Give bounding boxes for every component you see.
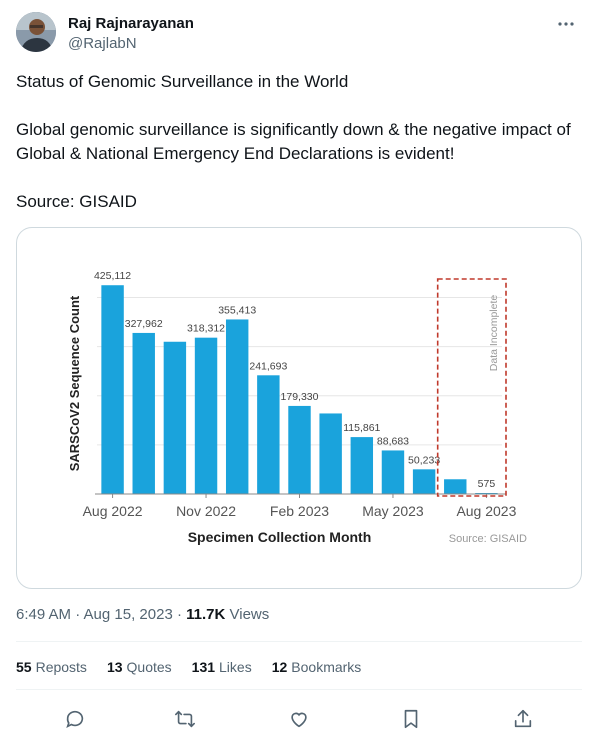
reply-icon[interactable]	[60, 704, 90, 734]
x-tick-label: Feb 2023	[270, 503, 329, 519]
engagement-stats: 55 Reposts 13 Quotes 131 Likes 12 Bookmarks	[16, 659, 361, 675]
bookmark-icon[interactable]	[396, 704, 426, 734]
data-label: 115,861	[343, 422, 380, 434]
data-label: 241,693	[249, 360, 287, 372]
divider	[16, 689, 582, 690]
bar	[132, 332, 155, 494]
stat-label: Likes	[219, 659, 252, 675]
stat-label: Reposts	[35, 659, 87, 675]
stat-count: 131	[191, 659, 216, 675]
user-handle[interactable]: @RajlabN	[68, 35, 137, 52]
bar-chart: 425,112 327,962 318,312 355,413 241,693 179,3…	[67, 270, 527, 545]
chart-source: Source: GISAID	[449, 533, 527, 545]
views-label: Views	[229, 606, 270, 623]
divider	[16, 641, 582, 642]
data-label: 179,330	[281, 391, 319, 403]
bar	[101, 285, 124, 494]
data-label: 327,962	[125, 318, 163, 330]
data-label: 50,233	[408, 454, 440, 466]
stat-likes[interactable]: 131 Likes	[192, 659, 252, 675]
stat-bookmarks[interactable]: 12 Bookmarks	[272, 659, 362, 675]
share-icon[interactable]	[508, 704, 538, 734]
display-name[interactable]: Raj Rajnarayanan	[68, 15, 194, 32]
data-label: 575	[478, 478, 496, 490]
tweet-line-2: Global genomic surveillance is significa…	[16, 120, 571, 163]
stat-count: 13	[106, 659, 123, 675]
stat-count: 55	[16, 659, 32, 675]
more-horizontal-icon[interactable]	[552, 14, 580, 34]
tweet-text: Status of Genomic Surveillance in the Wo…	[16, 70, 582, 214]
tweet-meta: 6:49 AM · Aug 15, 2023 · 11.7K Views	[16, 606, 269, 623]
x-tick-label: Aug 2022	[83, 503, 143, 519]
data-label: 318,312	[187, 323, 225, 335]
tweet-line-3: Source: GISAID	[16, 192, 137, 211]
x-tick-label: Nov 2022	[176, 503, 236, 519]
tweet-media[interactable]: 425,112 327,962 318,312 355,413 241,693 179,3…	[16, 227, 582, 589]
like-icon[interactable]	[284, 704, 314, 734]
data-label: 355,413	[218, 304, 256, 316]
action-bar	[16, 704, 582, 734]
stat-reposts[interactable]: 55 Reposts	[16, 659, 87, 675]
data-label: 88,683	[377, 435, 409, 447]
bar	[350, 437, 374, 494]
stat-quotes[interactable]: 13 Quotes	[107, 659, 172, 675]
repost-icon[interactable]	[170, 704, 200, 734]
bar	[163, 341, 187, 494]
data-incomplete-box	[436, 278, 507, 497]
stat-label: Bookmarks	[291, 659, 362, 675]
x-tick-label: May 2023	[362, 503, 424, 519]
timestamp[interactable]: 6:49 AM · Aug 15, 2023 ·	[16, 606, 187, 623]
x-axis-label: Specimen Collection Month	[188, 529, 372, 545]
bar	[444, 479, 467, 494]
data-incomplete-label: Data Incomplete	[488, 295, 500, 372]
bar	[225, 319, 249, 494]
bar	[288, 405, 311, 494]
tweet-line-1: Status of Genomic Surveillance in the Wo…	[16, 72, 349, 91]
x-tick-label: Aug 2023	[456, 503, 516, 519]
stat-count: 12	[271, 659, 288, 675]
bar	[319, 413, 342, 494]
tweet-header: Raj Rajnarayanan @RajlabN	[16, 12, 582, 56]
bar	[194, 337, 218, 494]
bar	[381, 450, 405, 494]
avatar[interactable]	[16, 12, 56, 52]
data-label: 425,112	[94, 270, 131, 282]
bar	[257, 375, 280, 494]
stat-label: Quotes	[126, 659, 172, 675]
bar	[412, 469, 436, 494]
view-count: 11.7K	[186, 606, 226, 623]
y-axis-label: SARSCoV2 Sequence Count	[67, 295, 82, 471]
